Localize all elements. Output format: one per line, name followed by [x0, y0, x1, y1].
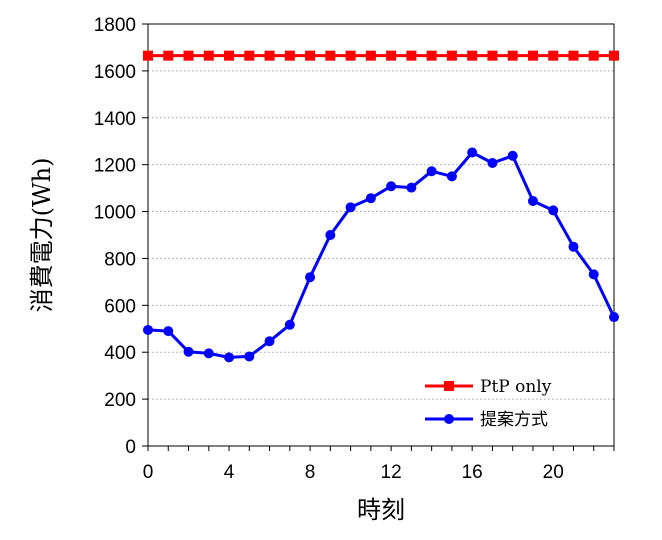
data-point-circle: [264, 336, 275, 347]
legend-label-ptp-only: PtP only: [480, 377, 552, 397]
data-point-square: [507, 50, 518, 61]
data-point-square: [467, 50, 478, 61]
data-point-square: [224, 50, 235, 61]
y-tick-label: 0: [125, 437, 136, 458]
data-point-square: [163, 50, 174, 61]
data-point-circle: [426, 166, 437, 177]
data-point-circle: [183, 346, 194, 357]
data-point-square: [305, 50, 316, 61]
data-point-circle: [325, 230, 336, 240]
data-point-circle: [527, 196, 538, 207]
x-tick-label: 8: [305, 462, 316, 483]
series-line-1: [147, 151, 616, 359]
data-point-circle: [244, 351, 255, 362]
y-tick-label: 600: [104, 296, 136, 317]
y-tick-label: 1800: [94, 15, 136, 36]
y-tick-label: 1000: [94, 203, 136, 224]
data-point-circle: [446, 171, 457, 182]
y-axis-label: 消費電力(Wh): [28, 158, 56, 313]
x-tick-label: 20: [543, 462, 564, 483]
data-point-circle: [143, 324, 153, 335]
data-point-square: [446, 50, 457, 61]
data-point-circle: [203, 348, 214, 359]
data-point-square: [264, 50, 275, 61]
data-point-circle: [487, 158, 498, 169]
data-point-circle: [406, 182, 417, 193]
data-point-square: [365, 50, 376, 61]
axes: [147, 23, 615, 447]
data-point-square: [244, 50, 255, 61]
data-point-circle: [386, 181, 397, 192]
data-point-circle: [507, 150, 518, 161]
data-point-square: [588, 50, 599, 61]
y-axis-ticks: 0 200 400 600 800 1000 1200 1400 1600 1800: [94, 15, 148, 458]
data-point-circle: [467, 147, 478, 158]
x-axis-label: 時刻: [357, 496, 405, 524]
data-point-square: [426, 50, 437, 61]
data-point-square: [487, 50, 498, 61]
data-point-square: [568, 50, 579, 61]
data-point-square: [609, 50, 619, 61]
data-point-circle: [284, 319, 295, 330]
y-tick-label: 1400: [94, 109, 136, 130]
data-point-circle: [588, 269, 599, 280]
series-layer: [143, 50, 619, 363]
legend-square-marker-icon: [444, 381, 454, 391]
data-point-square: [345, 50, 356, 61]
data-point-circle: [345, 202, 356, 213]
data-point-square: [527, 50, 538, 61]
data-point-circle: [609, 312, 619, 323]
data-point-square: [284, 50, 295, 61]
x-tick-label: 0: [143, 462, 154, 483]
data-point-circle: [305, 272, 316, 283]
data-point-circle: [224, 352, 235, 363]
gridlines: [148, 70, 614, 400]
data-point-square: [183, 50, 194, 61]
data-point-circle: [365, 193, 376, 204]
data-point-square: [548, 50, 559, 61]
legend-item-ptp-only[interactable]: PtP only: [425, 377, 552, 397]
legend: PtP only 提案方式: [425, 377, 552, 430]
data-point-circle: [163, 326, 174, 337]
legend-circle-marker-icon: [444, 414, 454, 424]
data-point-circle: [548, 205, 559, 216]
x-axis-ticks: 0 4 8 12 16 20: [143, 446, 615, 483]
y-tick-label: 1200: [94, 156, 136, 177]
y-tick-label: 1600: [94, 62, 136, 83]
legend-item-proposed[interactable]: 提案方式: [425, 410, 548, 430]
x-tick-label: 4: [224, 462, 235, 483]
data-point-square: [325, 50, 336, 61]
x-tick-label: 12: [381, 462, 402, 483]
data-point-square: [203, 50, 214, 61]
data-point-square: [386, 50, 397, 61]
x-tick-label: 16: [462, 462, 483, 483]
y-tick-label: 400: [104, 343, 136, 364]
legend-label-proposed: 提案方式: [480, 410, 548, 430]
y-tick-label: 800: [104, 249, 136, 270]
data-point-circle: [568, 241, 579, 252]
y-tick-label: 200: [104, 390, 136, 411]
data-point-square: [143, 50, 153, 61]
data-point-square: [406, 50, 417, 61]
plot-area: [147, 23, 615, 447]
